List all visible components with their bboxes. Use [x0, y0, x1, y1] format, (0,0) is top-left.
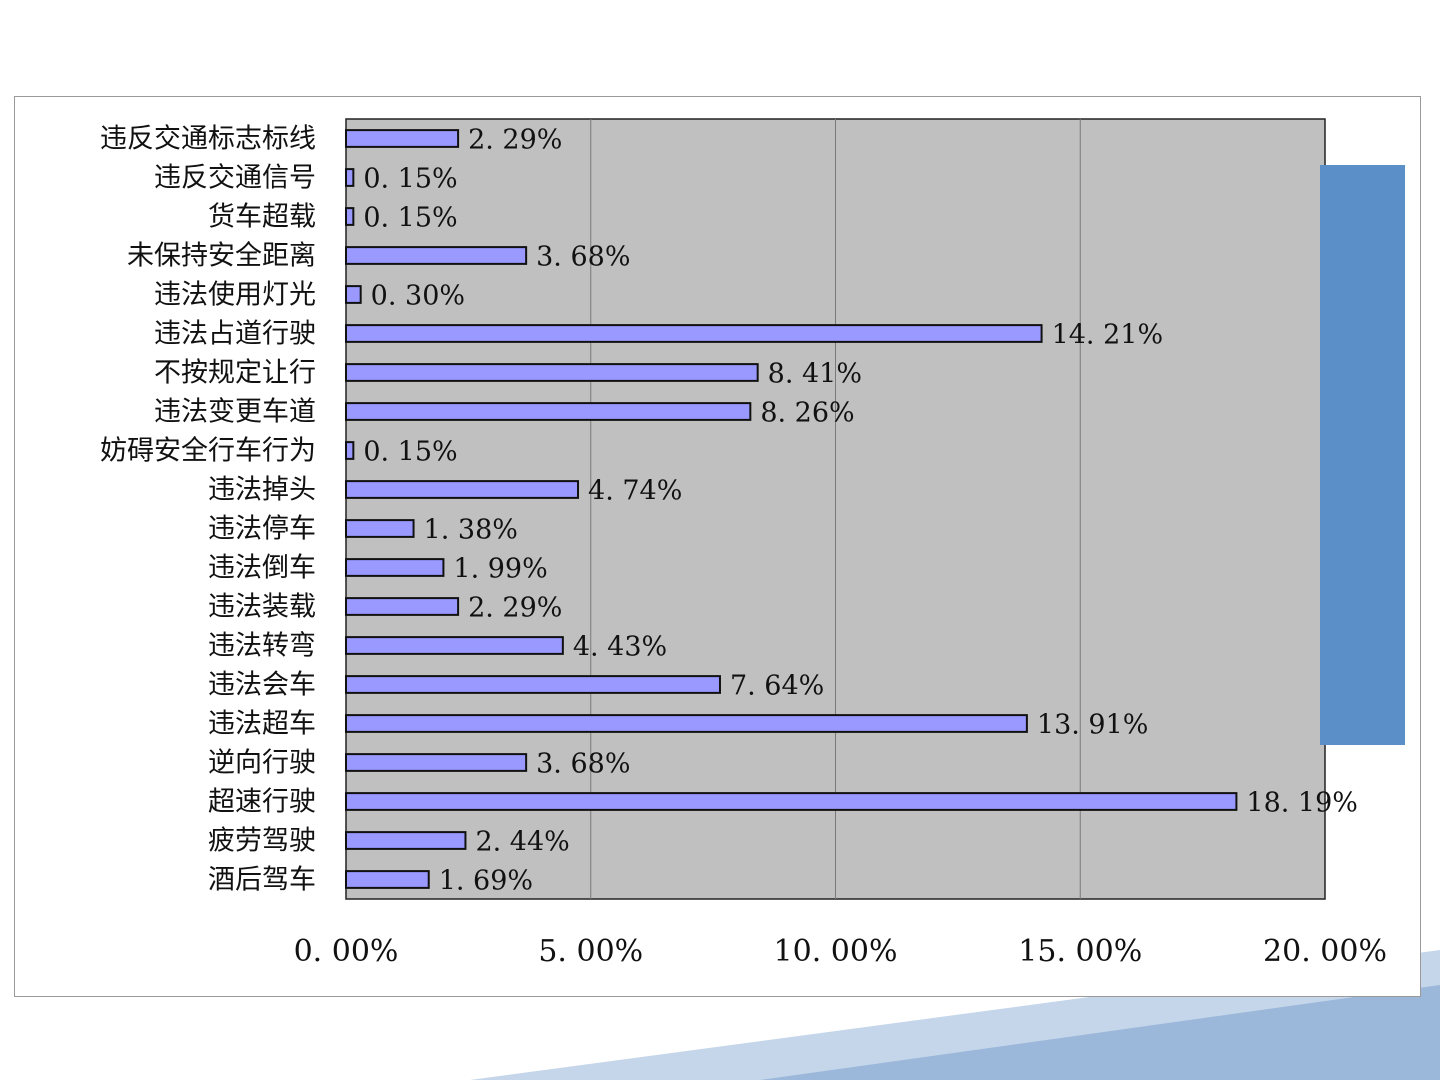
category-label: 不按规定让行: [154, 358, 316, 389]
bar: [345, 480, 580, 499]
bar: [345, 168, 355, 187]
category-label: 违反交通信号: [154, 163, 316, 194]
data-label: 14. 21%: [1052, 320, 1164, 351]
category-label: 违法装载: [208, 592, 316, 623]
data-label: 7. 64%: [730, 671, 824, 702]
category-label: 违法变更车道: [154, 397, 316, 428]
category-label: 违法使用灯光: [154, 280, 316, 311]
category-label: 逆向行驶: [208, 748, 316, 779]
bar: [345, 597, 460, 616]
x-tick-label: 10. 00%: [774, 934, 898, 969]
bar: [345, 792, 1238, 811]
data-label: 3. 68%: [536, 749, 630, 780]
category-label: 酒后驾车: [208, 865, 316, 896]
bar: [345, 753, 528, 772]
category-label: 违法会车: [208, 670, 316, 701]
category-label: 违法停车: [208, 514, 316, 545]
category-label: 疲劳驾驶: [208, 826, 316, 857]
chart-frame: 违反交通标志标线 2. 29% 违反交通信号 0. 15% 货车超载 0. 15% 未保持安…: [14, 96, 1421, 997]
data-label: 2. 29%: [468, 593, 562, 624]
data-label: 8. 26%: [760, 398, 854, 429]
data-label: 2. 29%: [468, 125, 562, 156]
bar: [345, 831, 467, 850]
data-label: 1. 69%: [439, 866, 533, 897]
data-label: 3. 68%: [536, 242, 630, 273]
data-label: 2. 44%: [475, 827, 569, 858]
category-label: 违法转弯: [208, 631, 316, 662]
data-label: 1. 99%: [453, 554, 547, 585]
bar: [345, 675, 721, 694]
category-label: 超速行驶: [208, 787, 316, 818]
bar: [345, 636, 564, 655]
data-label: 4. 43%: [573, 632, 667, 663]
bar: [345, 441, 355, 460]
bar: [345, 870, 430, 889]
data-label: 0. 15%: [363, 203, 457, 234]
bar: [345, 324, 1043, 343]
x-tick-label: 20. 00%: [1263, 934, 1387, 969]
x-tick-label: 5. 00%: [538, 934, 643, 969]
decoration-dark-wedge: [760, 985, 1440, 1080]
bar: [345, 246, 528, 265]
category-label: 违法超车: [208, 709, 316, 740]
data-label: 0. 15%: [363, 437, 457, 468]
category-label: 违法占道行驶: [154, 319, 316, 350]
data-label: 0. 15%: [363, 164, 457, 195]
x-tick-label: 15. 00%: [1018, 934, 1142, 969]
category-label: 违法倒车: [208, 553, 316, 584]
bar: [345, 558, 445, 577]
data-label: 8. 41%: [768, 359, 862, 390]
bar-chart: 违反交通标志标线 2. 29% 违反交通信号 0. 15% 货车超载 0. 15% 未保持安…: [100, 118, 1387, 969]
bar: [345, 363, 759, 382]
bar: [345, 129, 460, 148]
data-label: 4. 74%: [588, 476, 682, 507]
bar: [345, 519, 415, 538]
category-label: 违法掉头: [208, 475, 316, 506]
category-label: 货车超载: [208, 202, 316, 233]
bar: [345, 285, 362, 304]
data-label: 1. 38%: [424, 515, 518, 546]
data-label: 18. 19%: [1246, 788, 1358, 819]
category-label: 违反交通标志标线: [100, 124, 316, 155]
bar: [345, 714, 1028, 733]
bar: [345, 207, 355, 226]
bar: [345, 402, 752, 421]
category-label: 未保持安全距离: [127, 241, 316, 272]
x-tick-label: 0. 00%: [294, 934, 399, 969]
data-label: 13. 91%: [1037, 710, 1149, 741]
data-label: 0. 30%: [371, 281, 465, 312]
side-decoration-block: [1320, 165, 1405, 745]
category-label: 妨碍安全行车行为: [100, 436, 316, 467]
